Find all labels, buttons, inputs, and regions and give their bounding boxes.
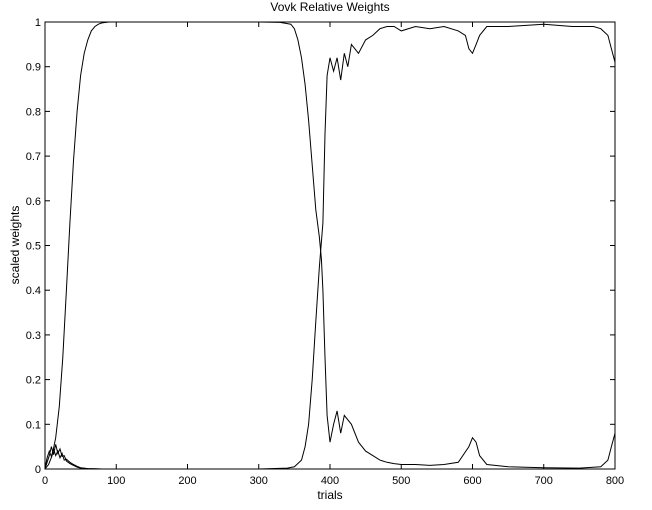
x-tick-label: 700: [535, 475, 553, 487]
y-tick-label: 1: [35, 17, 41, 29]
x-tick-label: 100: [107, 475, 125, 487]
y-axis-ticks: 0 0.1 0.2 0.3 0.4 0.5 0.6 0.7 0.8 0.9 1: [26, 17, 615, 476]
y-tick-label: 0.7: [26, 151, 41, 163]
x-tick-label: 0: [42, 475, 48, 487]
x-axis-ticks: 0 100 200 300 400 500 600 700 800: [42, 22, 624, 487]
y-tick-label: 0.2: [26, 375, 41, 387]
chart-title: Vovk Relative Weights: [270, 0, 389, 14]
x-tick-label: 400: [321, 475, 339, 487]
y-tick-label: 0.4: [26, 285, 41, 297]
y-tick-label: 0.8: [26, 106, 41, 118]
x-tick-label: 600: [463, 475, 481, 487]
x-tick-label: 500: [392, 475, 410, 487]
y-axis-label: scaled weights: [8, 206, 22, 285]
plot-area-frame: [44, 21, 616, 470]
y-tick-label: 0.9: [26, 62, 41, 74]
x-tick-label: 300: [250, 475, 268, 487]
y-tick-label: 0.1: [26, 419, 41, 431]
series-line-1: [44, 21, 616, 470]
plot-lines: [44, 21, 616, 470]
x-tick-label: 200: [178, 475, 196, 487]
y-tick-label: 0: [35, 464, 41, 476]
y-tick-label: 0.5: [26, 241, 41, 253]
y-tick-label: 0.6: [26, 196, 41, 208]
series-line-2: [45, 23, 616, 470]
y-tick-label: 0.3: [26, 330, 41, 342]
x-tick-label: 800: [606, 475, 624, 487]
x-axis-label: trials: [317, 488, 342, 502]
